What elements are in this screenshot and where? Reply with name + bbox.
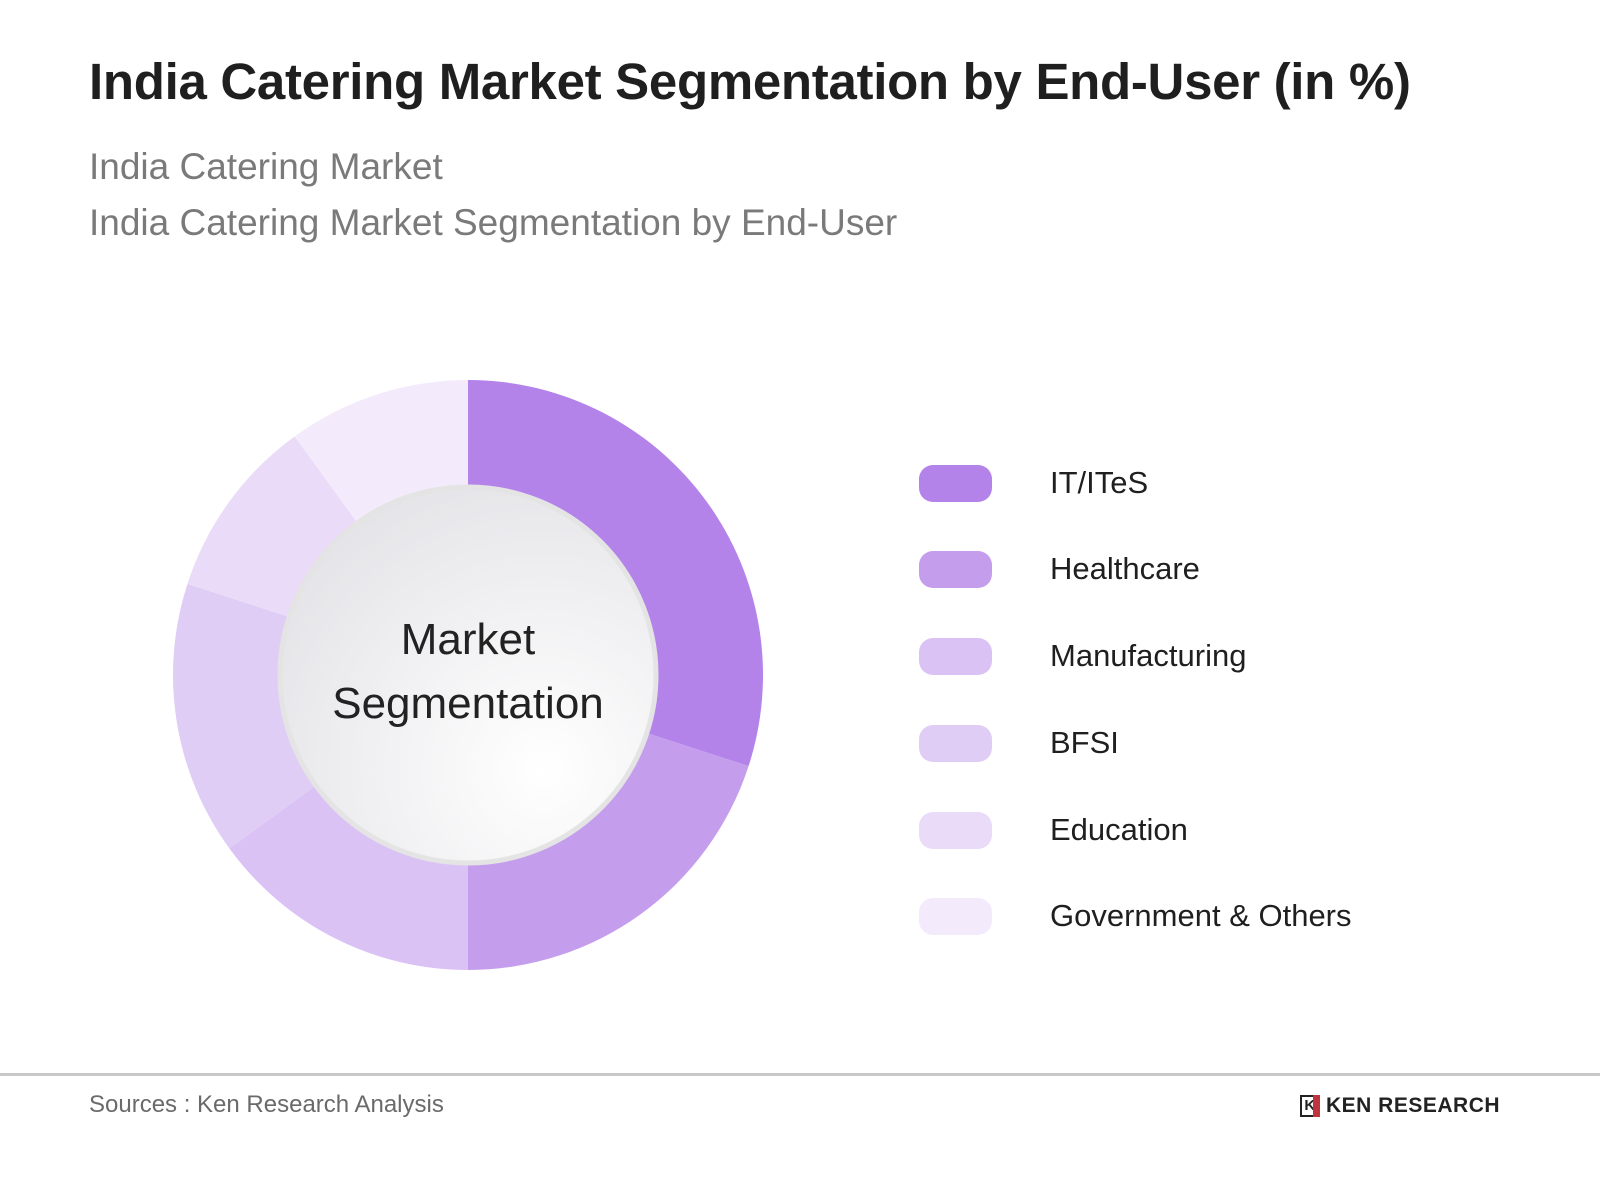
legend-label: Manufacturing — [1050, 638, 1247, 673]
chart-subtitle: India Catering Market — [89, 146, 443, 187]
logo-k-icon: K — [1300, 1095, 1320, 1117]
legend-swatch — [919, 637, 992, 675]
legend-swatch — [919, 464, 992, 502]
donut-center — [277, 484, 659, 866]
ken-research-logo: K KEN RESEARCH — [1300, 1094, 1500, 1118]
legend-item: IT/ITeS — [919, 463, 1519, 503]
chart-title: India Catering Market Segmentation by En… — [89, 53, 1411, 110]
legend-label: Government & Others — [1050, 898, 1352, 933]
legend-item: BFSI — [919, 723, 1519, 763]
legend-item: Government & Others — [919, 896, 1519, 936]
center-label: Market Segmentation — [318, 608, 618, 736]
slice-healthcare — [468, 721, 749, 970]
chart-subtitle-2: India Catering Market Segmentation by En… — [89, 202, 898, 243]
center-label-line-2: Segmentation — [332, 679, 604, 728]
legend-swatch — [919, 897, 992, 935]
legend-swatch — [919, 724, 992, 762]
legend-item: Education — [919, 810, 1519, 850]
legend-label: Healthcare — [1050, 551, 1200, 586]
legend-label: IT/ITeS — [1050, 465, 1149, 500]
sources-text: Sources : Ken Research Analysis — [89, 1091, 444, 1118]
legend-item: Manufacturing — [919, 636, 1519, 676]
center-label-line-1: Market — [400, 615, 536, 664]
legend-swatch — [919, 550, 992, 588]
legend-item: Healthcare — [919, 549, 1519, 589]
logo-text: KEN RESEARCH — [1326, 1094, 1501, 1117]
legend-label: Education — [1050, 812, 1188, 847]
footer-divider — [0, 1073, 1600, 1076]
legend-swatch — [919, 811, 992, 849]
legend-label: BFSI — [1050, 725, 1119, 760]
